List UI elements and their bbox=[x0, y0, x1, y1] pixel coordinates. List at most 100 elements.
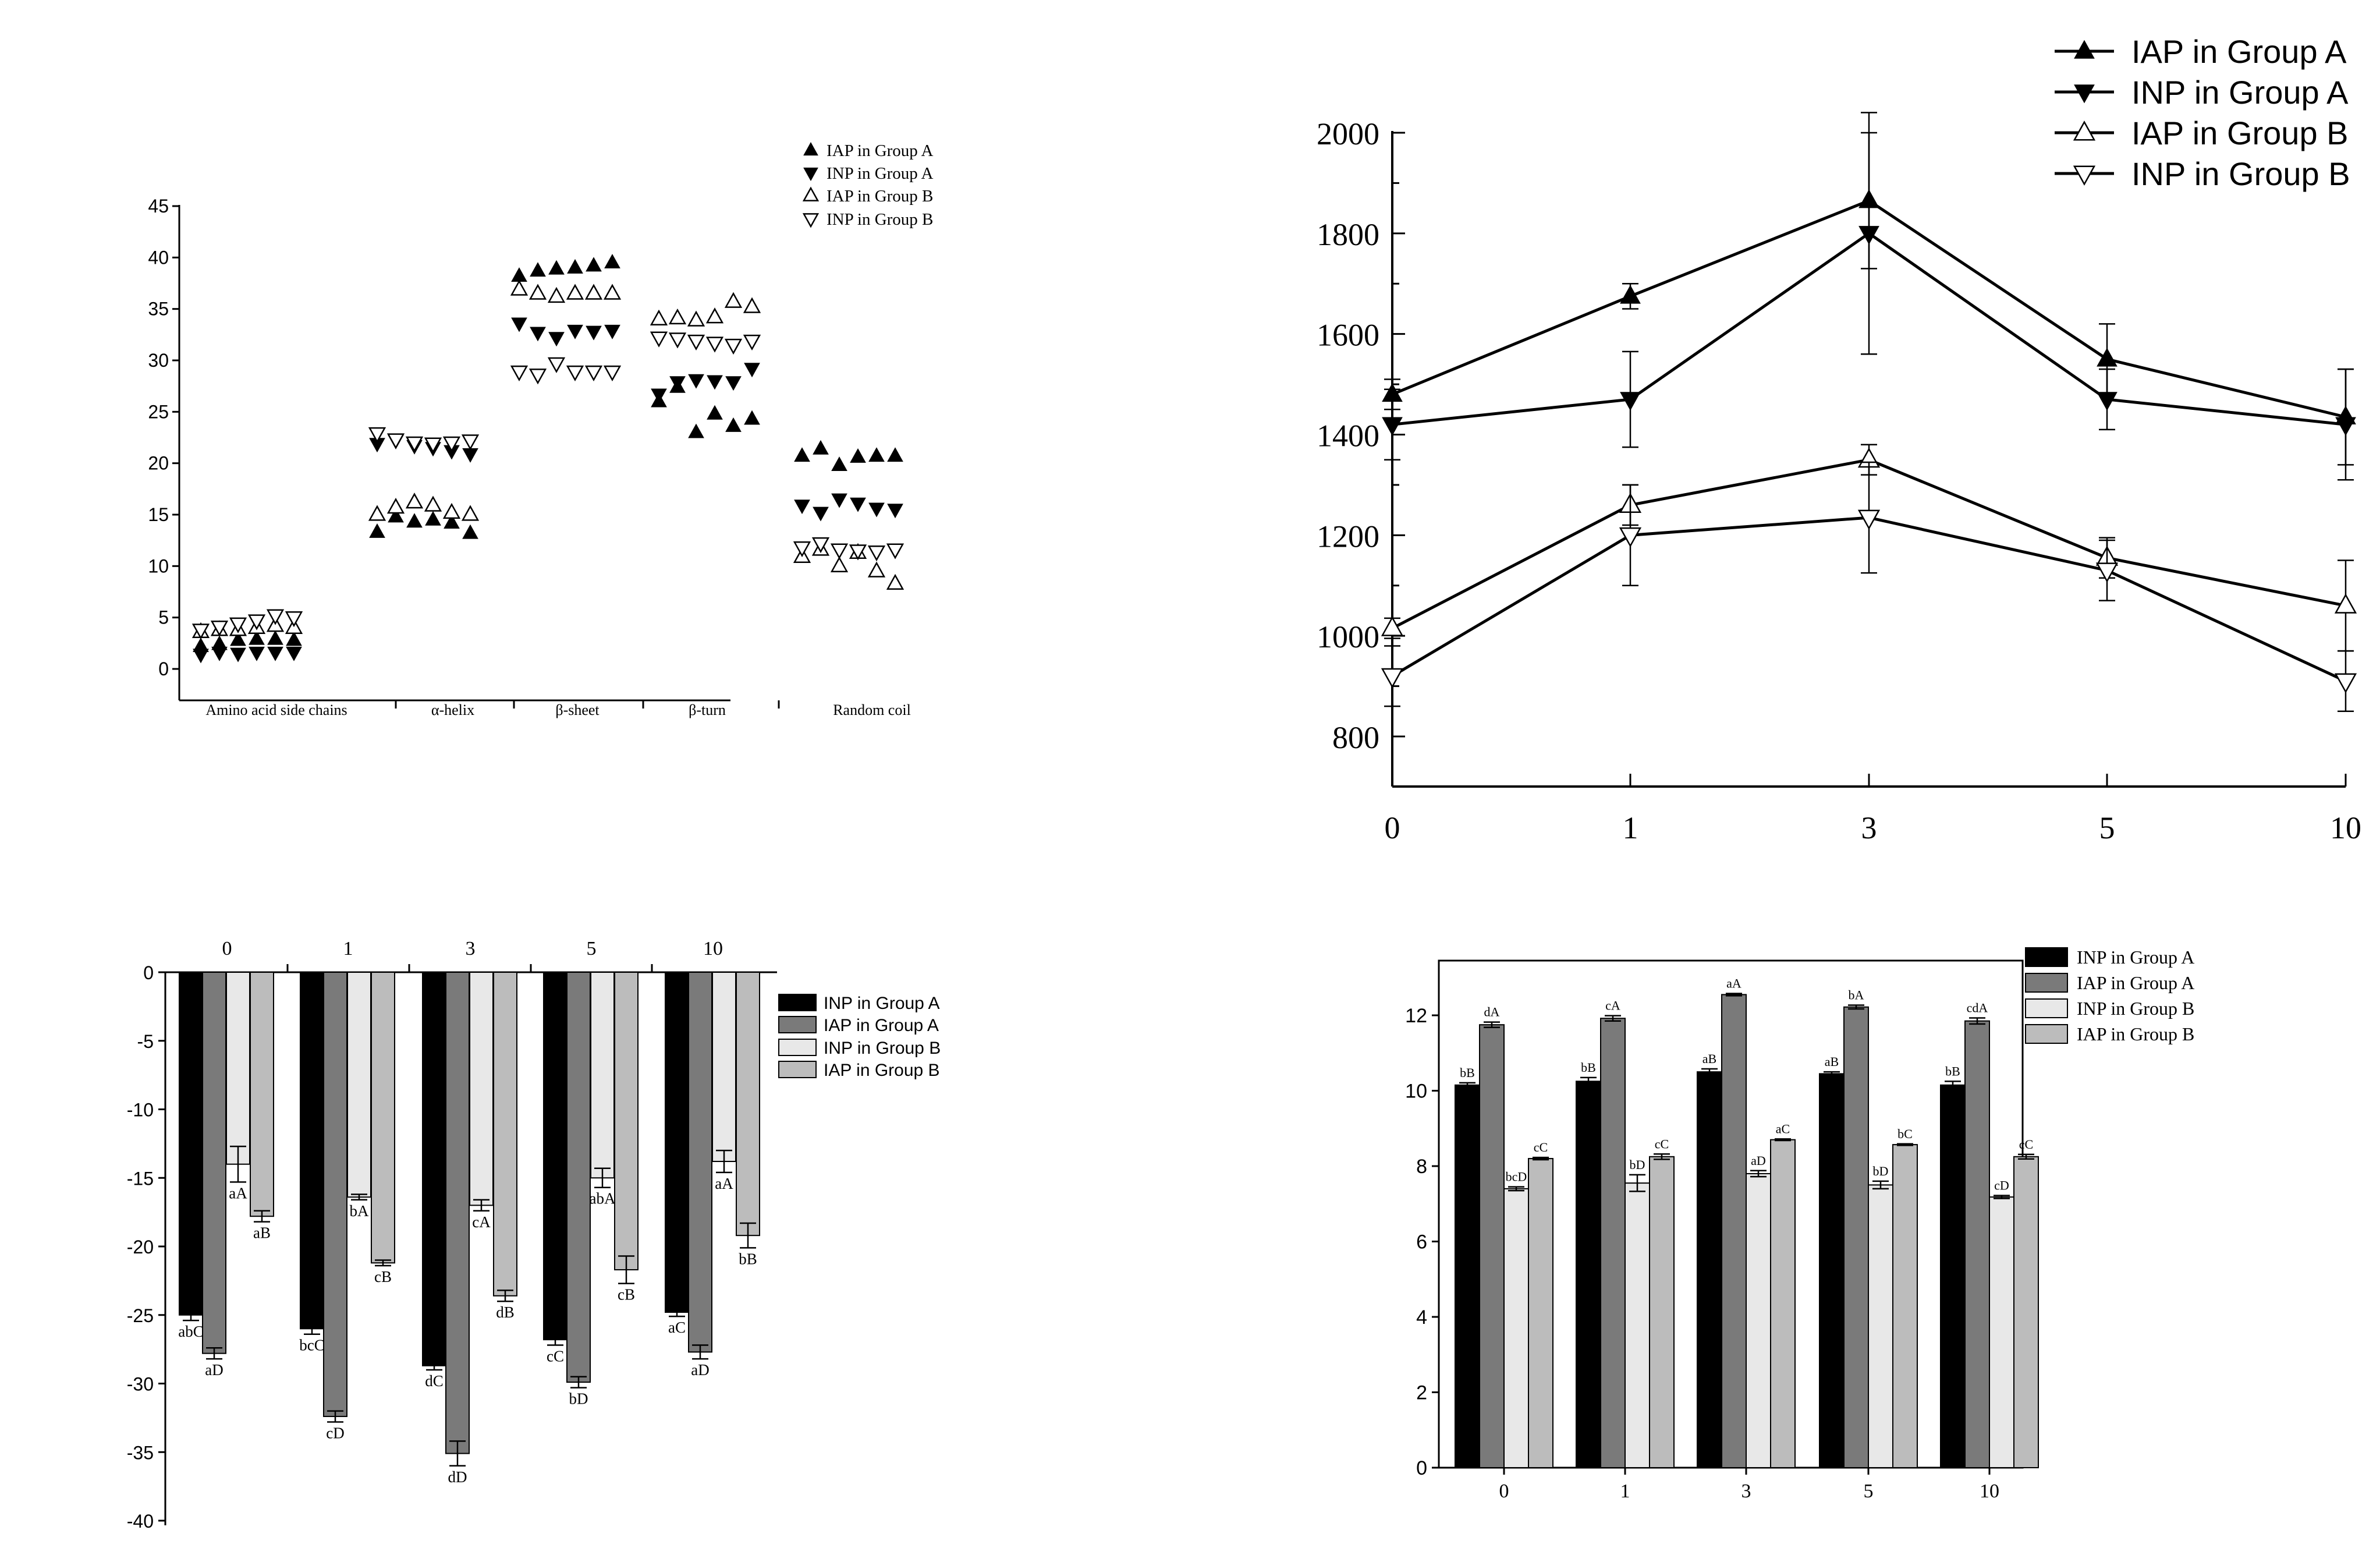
bar-label: aA bbox=[229, 1184, 247, 1202]
bar bbox=[1770, 1139, 1796, 1469]
data-point bbox=[567, 324, 583, 339]
data-point bbox=[830, 543, 849, 559]
data-point bbox=[603, 365, 622, 382]
x-tick-label: β-sheet bbox=[555, 702, 600, 718]
bar bbox=[1721, 994, 1747, 1468]
bar bbox=[665, 972, 689, 1313]
legend-label: INP in Group B bbox=[2131, 155, 2350, 192]
bar bbox=[712, 972, 736, 1162]
bar bbox=[323, 972, 347, 1418]
data-point bbox=[1381, 668, 1404, 689]
data-point bbox=[425, 511, 441, 526]
data-point bbox=[548, 332, 565, 347]
data-point bbox=[511, 317, 527, 332]
x-tick-label: 1 bbox=[1620, 1480, 1630, 1502]
bar bbox=[614, 972, 639, 1271]
y-tick-label: 45 bbox=[148, 196, 169, 217]
legend-swatch bbox=[2025, 947, 2068, 967]
legend-label: IAP in Group A bbox=[827, 141, 933, 160]
data-point bbox=[210, 620, 229, 637]
data-point bbox=[1381, 616, 1404, 636]
data-point bbox=[285, 611, 303, 628]
data-point bbox=[2335, 417, 2356, 436]
data-point bbox=[688, 423, 704, 438]
x-tick-label: β-turn bbox=[689, 702, 726, 718]
bar bbox=[202, 972, 226, 1354]
bar bbox=[1576, 1081, 1601, 1468]
data-point bbox=[442, 502, 461, 519]
legend-swatch bbox=[2025, 998, 2068, 1018]
y-tick-label: -15 bbox=[127, 1168, 154, 1189]
data-point bbox=[462, 524, 478, 539]
bar bbox=[543, 972, 567, 1341]
legend-label: INP in Group A bbox=[827, 164, 933, 183]
y-tick-label: -30 bbox=[127, 1374, 154, 1395]
bar-label: bA bbox=[1849, 988, 1864, 1003]
legend-swatch bbox=[2025, 973, 2068, 993]
legend-label: IAP in Group B bbox=[824, 1061, 940, 1080]
bar bbox=[1503, 1188, 1529, 1468]
data-point bbox=[886, 543, 905, 559]
data-point bbox=[2097, 348, 2117, 367]
bar bbox=[1964, 1020, 1990, 1468]
x-tick-label: 0 bbox=[222, 938, 232, 959]
data-point bbox=[830, 556, 849, 572]
bar-label: bcD bbox=[1506, 1170, 1527, 1184]
data-point bbox=[388, 508, 404, 523]
data-point bbox=[849, 544, 867, 561]
data-point bbox=[794, 447, 810, 462]
y-tick-label: -20 bbox=[127, 1237, 154, 1258]
legend-label: INP in Group A bbox=[824, 994, 940, 1013]
bar bbox=[566, 972, 591, 1383]
data-point bbox=[405, 436, 424, 452]
bar-label: cD bbox=[326, 1424, 344, 1441]
data-point bbox=[831, 456, 847, 472]
bar bbox=[1649, 1156, 1675, 1468]
bar bbox=[688, 972, 712, 1353]
legend-label: INP in Group A bbox=[2077, 947, 2194, 968]
bar-label: cB bbox=[618, 1286, 635, 1303]
y-tick-label: -25 bbox=[127, 1305, 154, 1326]
panel-b: 800 1000 1200 1400 1600 1800 2000 0 1 3 5 10 IAP in … bbox=[1317, 33, 2361, 845]
data-point bbox=[743, 334, 761, 351]
data-point bbox=[705, 336, 724, 353]
data-point bbox=[461, 505, 480, 521]
data-point bbox=[850, 497, 866, 512]
bar bbox=[1479, 1024, 1505, 1468]
legend-marker bbox=[2074, 84, 2095, 104]
legend-label: INP in Group B bbox=[824, 1039, 941, 1058]
data-point bbox=[406, 513, 423, 528]
data-point bbox=[368, 505, 386, 521]
legend-label: IAP in Group A bbox=[2131, 33, 2347, 70]
y-tick-label: 1400 bbox=[1317, 419, 1379, 454]
x-tick-label: 1 bbox=[343, 938, 353, 959]
data-point bbox=[547, 357, 566, 373]
legend-label: IAP in Group B bbox=[827, 187, 933, 206]
legend-marker bbox=[803, 142, 818, 156]
bar-label: aB bbox=[1825, 1054, 1839, 1069]
legend-label: IAP in Group B bbox=[2077, 1023, 2194, 1044]
data-point bbox=[1858, 226, 1879, 245]
x-tick-label: Random coil bbox=[833, 702, 911, 718]
data-point bbox=[548, 260, 565, 275]
bar-label: dD bbox=[448, 1468, 467, 1486]
data-point bbox=[586, 325, 602, 341]
bar-label: cB bbox=[374, 1268, 392, 1285]
x-tick-label: 10 bbox=[703, 938, 723, 959]
data-point bbox=[650, 309, 668, 325]
bar bbox=[445, 972, 470, 1454]
x-tick-label: 10 bbox=[1980, 1480, 1999, 1502]
data-point bbox=[584, 284, 603, 300]
bar-label: aA bbox=[1726, 976, 1741, 990]
y-tick-label: 800 bbox=[1332, 720, 1379, 755]
data-point bbox=[510, 279, 529, 296]
data-point bbox=[707, 405, 723, 420]
legend-swatch bbox=[778, 994, 817, 1011]
bar bbox=[250, 972, 274, 1217]
data-point bbox=[530, 327, 546, 342]
x-tick-label: 10 bbox=[2330, 810, 2361, 845]
bar bbox=[736, 972, 760, 1237]
legend-label: IAP in Group A bbox=[824, 1016, 939, 1035]
data-point bbox=[2334, 673, 2357, 693]
bar-label: aA bbox=[715, 1175, 733, 1192]
